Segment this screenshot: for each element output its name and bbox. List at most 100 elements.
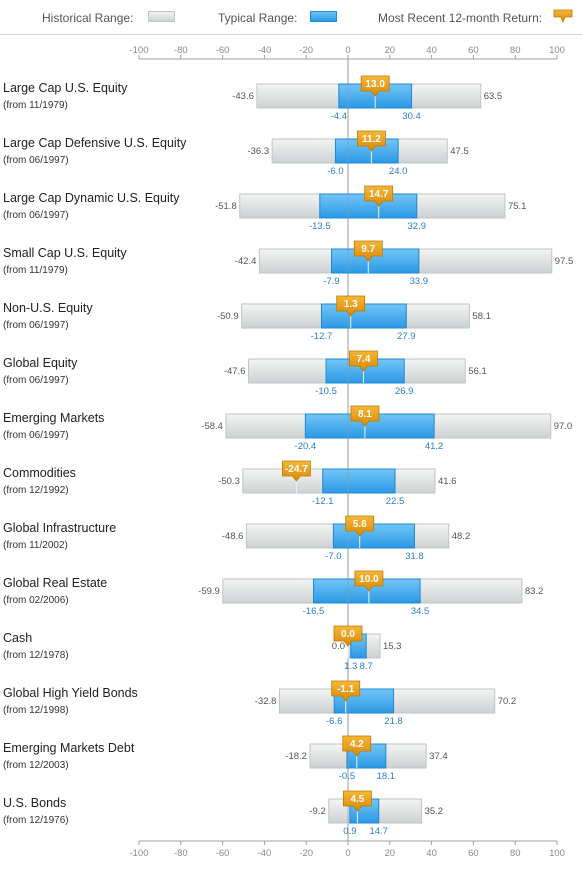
typical-max-label: 14.7 — [369, 826, 388, 837]
historical-min-label: -58.4 — [201, 421, 223, 432]
row-since: (from 11/1979) — [3, 100, 68, 111]
recent-return-label: 7.4 — [357, 354, 371, 365]
typical-min-label: 1.3 — [344, 661, 357, 672]
legend-recent-marker-icon — [553, 9, 573, 23]
tick-label-bottom: 100 — [549, 848, 565, 859]
typical-max-label: 21.8 — [384, 716, 403, 727]
recent-return-marker — [336, 295, 366, 317]
legend-historical-swatch — [148, 11, 175, 22]
typical-min-label: -7.9 — [323, 276, 339, 287]
row-title: Small Cap U.S. Equity — [3, 246, 127, 260]
legend-typical-swatch — [310, 11, 337, 22]
recent-return-marker — [354, 570, 384, 592]
typical-max-label: 27.9 — [397, 331, 416, 342]
tick-label-top: -40 — [258, 45, 272, 56]
row-title: Global High Yield Bonds — [3, 686, 138, 700]
row-title: Global Equity — [3, 356, 78, 370]
row-since: (from 06/1997) — [3, 155, 69, 166]
tick-label-top: 40 — [426, 45, 437, 56]
row-title: Global Real Estate — [3, 576, 107, 590]
row-since: (from 06/1997) — [3, 320, 69, 331]
row-since: (from 11/2002) — [3, 540, 68, 551]
historical-min-label: -9.2 — [309, 806, 325, 817]
tick-label-bottom: 20 — [385, 848, 396, 859]
historical-min-label: -18.2 — [285, 751, 307, 762]
tick-label-top: 80 — [510, 45, 521, 56]
legend-typical-label: Typical Range: — [218, 11, 298, 25]
recent-return-marker — [349, 350, 378, 372]
typical-min-label: -13.5 — [309, 221, 331, 232]
historical-min-label: -51.8 — [215, 201, 237, 212]
row-title: Emerging Markets Debt — [3, 741, 135, 755]
historical-min-label: -36.3 — [247, 146, 269, 157]
typical-range-bar — [325, 358, 405, 384]
historical-min-label: -42.4 — [235, 256, 257, 267]
historical-min-label: -48.6 — [222, 531, 244, 542]
typical-max-label: 8.7 — [360, 661, 373, 672]
recent-return-marker — [353, 240, 383, 262]
historical-min-label: -32.8 — [255, 696, 277, 707]
typical-min-label: -6.6 — [326, 716, 342, 727]
historical-max-label: 35.2 — [425, 806, 444, 817]
row-title: Large Cap Dynamic U.S. Equity — [3, 191, 180, 205]
tick-label-top: 60 — [468, 45, 479, 56]
row-since: (from 02/2006) — [3, 595, 69, 606]
recent-return-label: 13.0 — [365, 79, 385, 90]
recent-return-marker — [333, 625, 363, 647]
legend-divider — [0, 34, 582, 35]
recent-return-label: 9.7 — [361, 244, 375, 255]
typical-max-label: 22.5 — [386, 496, 405, 507]
row-since: (from 11/1979) — [3, 265, 68, 276]
typical-min-label: -4.4 — [331, 111, 347, 122]
tick-label-bottom: -60 — [216, 848, 230, 859]
typical-range-bar — [322, 468, 396, 494]
chart-legend: Historical Range: Typical Range: Most Re… — [0, 0, 582, 34]
row-title: Global Infrastructure — [3, 521, 116, 535]
tick-label-bottom: -20 — [299, 848, 313, 859]
row-title: U.S. Bonds — [3, 796, 66, 810]
tick-label-bottom: 40 — [426, 848, 437, 859]
typical-min-label: -10.5 — [315, 386, 337, 397]
historical-min-label: -47.6 — [224, 366, 246, 377]
typical-min-label: -0.5 — [339, 771, 355, 782]
tick-label-bottom: -80 — [174, 848, 188, 859]
typical-max-label: 34.5 — [411, 606, 430, 617]
typical-min-label: -12.1 — [312, 496, 334, 507]
tick-label-top: 20 — [385, 45, 396, 56]
recent-return-marker — [360, 75, 390, 97]
row-title: Large Cap Defensive U.S. Equity — [3, 136, 187, 150]
row-title: Emerging Markets — [3, 411, 104, 425]
historical-max-label: 97.0 — [554, 421, 573, 432]
recent-return-label: 5.6 — [353, 519, 367, 530]
row-since: (from 12/1978) — [3, 650, 69, 661]
recent-return-marker — [343, 790, 372, 812]
historical-max-label: 83.2 — [525, 586, 544, 597]
recent-return-label: 10.0 — [359, 574, 379, 585]
typical-min-label: -6.0 — [327, 166, 343, 177]
recent-return-label: 4.5 — [350, 794, 364, 805]
row-title: Commodities — [3, 466, 76, 480]
tick-label-bottom: -100 — [129, 848, 148, 859]
row-since: (from 12/1992) — [3, 485, 69, 496]
recent-return-marker — [345, 515, 375, 537]
recent-return-label: 4.2 — [350, 739, 364, 750]
historical-max-label: 58.1 — [472, 311, 491, 322]
tick-label-top: -80 — [174, 45, 188, 56]
recent-return-label: -24.7 — [285, 464, 308, 475]
recent-return-label: 11.2 — [362, 134, 381, 145]
recent-return-marker — [281, 460, 311, 482]
tick-label-bottom: 60 — [468, 848, 479, 859]
tick-label-top: -20 — [299, 45, 313, 56]
historical-min-label: 0.0 — [332, 641, 345, 652]
row-since: (from 06/1997) — [3, 375, 69, 386]
recent-return-marker — [331, 680, 361, 702]
tick-label-top: 0 — [345, 45, 350, 56]
historical-min-label: -43.6 — [232, 91, 254, 102]
historical-min-label: -50.3 — [218, 476, 240, 487]
typical-min-label: -20.4 — [295, 441, 317, 452]
recent-return-label: 1.3 — [344, 299, 358, 310]
recent-return-label: -1.1 — [337, 684, 355, 695]
historical-max-label: 41.6 — [438, 476, 457, 487]
row-title: Non-U.S. Equity — [3, 301, 93, 315]
